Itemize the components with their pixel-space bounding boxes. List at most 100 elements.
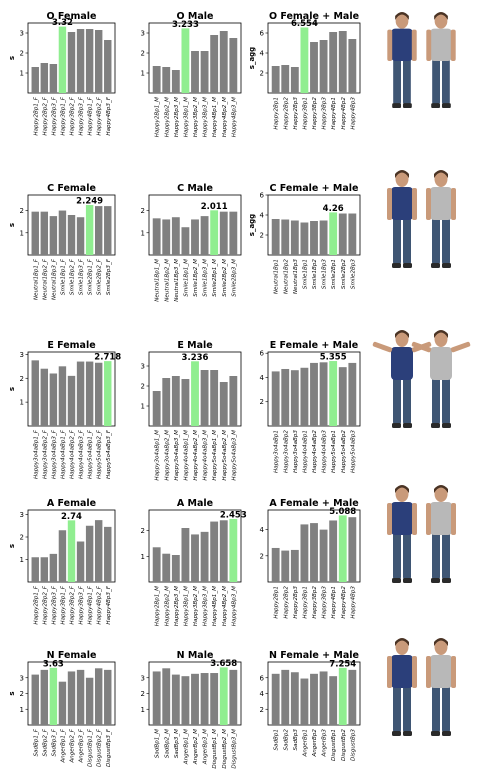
x-tick-label: DisgustBp1_F [88, 728, 94, 767]
x-tick-label: AngerBp1 [302, 729, 308, 758]
x-tick-label: Smile2Bp3_M [231, 259, 237, 297]
y-tick-label: 2 [141, 690, 145, 698]
y-tick-label: 2 [260, 552, 264, 560]
bar-highlight [229, 518, 238, 582]
torso [430, 502, 452, 535]
y-tick-label: 2 [141, 207, 145, 215]
x-tick-label: SadBp1_F [33, 728, 39, 756]
hair [395, 638, 409, 646]
chart-title: A Male [177, 498, 213, 509]
x-tick-label: Happy5o4aBp1_F [88, 429, 94, 479]
x-tick-label: Happy5o4aBp3_M [231, 430, 237, 481]
y-tick-label: 2 [260, 70, 264, 78]
shoe [442, 423, 451, 428]
bar [271, 547, 280, 582]
y-tick-label: 2 [260, 232, 264, 240]
shoe [431, 731, 440, 736]
x-tick-label: Neutral1Bp3_M [174, 259, 180, 302]
x-tick-label: Happy2Bp3 [293, 97, 299, 130]
bar [229, 376, 238, 426]
x-tick-label: Happy5o4aBp2_M [222, 430, 228, 481]
data-label: 2.453 [220, 510, 247, 520]
x-tick-label: Happy3Bp3_F [79, 96, 85, 135]
chart-title: O Female [47, 11, 97, 22]
hair [395, 170, 409, 178]
x-tick-label: Happy2Bp1_M [155, 586, 161, 626]
bar-highlight [181, 28, 190, 94]
y-tick-label: 4 [260, 526, 265, 534]
shoe [442, 263, 451, 268]
x-tick-label: Happy4Bp3 [350, 97, 356, 130]
torso [391, 502, 413, 535]
bar [300, 524, 309, 582]
torso [430, 28, 452, 61]
bar [210, 673, 219, 725]
chart-title: O Female + Male [269, 11, 359, 22]
shoe [403, 423, 412, 428]
x-tick-label: Happy4o4aBp3_M [203, 430, 209, 481]
bar [338, 367, 347, 426]
head [434, 171, 448, 187]
y-tick-label: 2 [20, 534, 24, 542]
arm [426, 503, 431, 535]
bar [329, 520, 338, 582]
x-tick-label: Smile2Bp3 [350, 259, 356, 289]
bar [200, 531, 209, 582]
x-tick-label: Happy4o4aBp2_M [193, 430, 199, 481]
y-tick-label: 3 [20, 30, 24, 38]
x-tick-label: Happy4Bp2_M [222, 586, 228, 626]
x-tick-label: Happy4o4aBp1_F [60, 429, 66, 479]
bar [162, 219, 171, 255]
x-tick-label: Happy5o4aBp3 [350, 430, 356, 473]
y-tick-label: 2 [141, 50, 145, 58]
arm [411, 341, 432, 353]
leg [393, 686, 401, 732]
chart-panel: C Male 1 2 Neutral1Bp1_M Neutral1Bp2_M Neutra… [141, 183, 242, 302]
x-tick-label: Neutral1Bp2_M [164, 259, 170, 302]
bar [171, 70, 180, 93]
bar [162, 67, 171, 93]
arm [450, 341, 471, 353]
shoe [392, 578, 401, 583]
y-tick-label: 2 [20, 690, 24, 698]
y-tick-label: 3 [20, 511, 24, 519]
bar [152, 671, 161, 725]
x-tick-label: AngerBp3_F [79, 728, 85, 763]
bar [58, 530, 67, 582]
x-tick-label: DisgustBp3_F [106, 728, 112, 767]
avatar-male-e [411, 330, 471, 428]
leg [432, 218, 440, 264]
chart-panel: O Female s 1 2 3 Happy2Bp1_F Happy2Bp2_F Happy2… [8, 11, 116, 136]
leg [442, 533, 450, 579]
x-tick-label: Happy3Bp2_M [193, 97, 199, 137]
chart-title: C Male [177, 183, 213, 194]
bar [104, 40, 112, 93]
x-tick-label: Happy2Bp2_F [42, 96, 48, 135]
x-tick-label: Happy2Bp2 [283, 97, 289, 130]
bar [76, 217, 85, 255]
bar [281, 669, 290, 725]
arm [450, 29, 456, 61]
bar [271, 66, 280, 93]
bar [152, 547, 161, 582]
bar [338, 31, 347, 93]
bar [191, 673, 199, 725]
shoe [402, 103, 412, 109]
y-tick-label: 1 [141, 229, 145, 237]
x-tick-label: AngerBp2 [312, 729, 318, 758]
x-tick-label: DisgustBp1_M [212, 729, 218, 769]
bar [58, 681, 67, 725]
bar [300, 367, 309, 426]
bar [348, 213, 357, 255]
bar [85, 525, 94, 582]
x-tick-label: Happy2Bp2_F [42, 585, 48, 624]
bar [210, 521, 219, 582]
bar [85, 361, 94, 426]
x-tick-label: Smile1Bp3 [322, 259, 328, 289]
x-tick-label: Happy3Bp2_M [193, 586, 199, 626]
bar [271, 371, 280, 426]
x-tick-label: Happy4Bp1_F [88, 585, 94, 624]
chart-title: O Male [177, 11, 214, 22]
x-tick-label: Happy3Bp2 [312, 97, 318, 130]
